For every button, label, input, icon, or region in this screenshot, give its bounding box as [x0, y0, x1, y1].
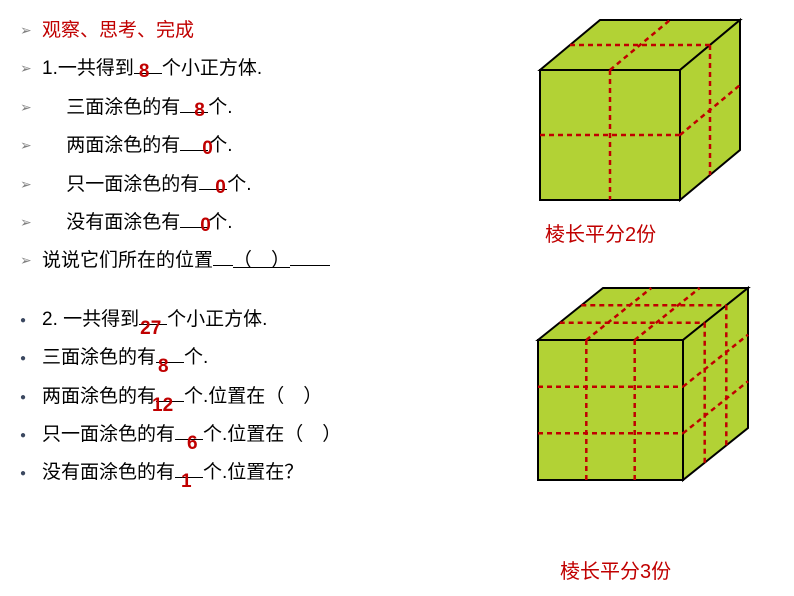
s1-l1-b: 个小正方体.: [162, 58, 262, 79]
bullet-round: ●: [20, 313, 42, 329]
blank: 0: [199, 171, 227, 190]
bullet-tri: ➢: [20, 96, 42, 118]
s1-l5: ➢ 没有面涂色有0个.: [20, 208, 470, 238]
s2-l1: ● 2. 一共得到27个小正方体.: [20, 305, 470, 335]
ans: 6: [187, 429, 198, 459]
bullet-tri: ➢: [20, 19, 42, 41]
ans: 27: [140, 314, 161, 344]
s1-l4-a: 只一面涂色的有: [42, 174, 199, 195]
bullet-round: ●: [20, 466, 42, 482]
blank: 6: [175, 421, 203, 440]
caption-2: 棱长平分3份: [560, 555, 671, 584]
s2-l1-a: 2. 一共得到: [42, 309, 139, 330]
paren: （ ）: [233, 250, 290, 271]
s1-l6: ➢ 说说它们所在的位置 （ ）: [20, 246, 470, 276]
blank: 8: [134, 55, 162, 74]
s1-l1-a: 1.一共得到: [42, 58, 134, 79]
s2-l5: ● 没有面涂色的有1个.位置在？: [20, 458, 470, 488]
bullet-round: ●: [20, 390, 42, 406]
blank: 8: [180, 94, 208, 113]
s2-l2-b: 个.: [184, 347, 208, 368]
s2-l4-b: 个.位置在（ ）: [203, 424, 341, 445]
s1-l5-a: 没有面涂色有: [42, 212, 180, 233]
s1-l2-b: 个.: [208, 97, 232, 118]
ans: 1: [181, 467, 192, 497]
title-line: ➢ 观察、思考、完成: [20, 16, 470, 46]
s2-l5-b: 个.位置在？: [203, 462, 303, 483]
s1-l3-a: 两面涂色的有: [42, 135, 180, 156]
s1-l2: ➢ 三面涂色的有8个.: [20, 93, 470, 123]
s2-l4: ● 只一面涂色的有6个.位置在（ ）: [20, 420, 470, 450]
caption-1: 棱长平分2份: [545, 218, 656, 247]
blank: 0: [180, 132, 208, 151]
s2-l3-a: 两面涂色的有: [42, 386, 156, 407]
blank: [213, 247, 233, 266]
bullet-round: ●: [20, 428, 42, 444]
bullet-tri: ➢: [20, 249, 42, 271]
bullet-tri: ➢: [20, 57, 42, 79]
ans: 8: [158, 352, 169, 382]
ans: 12: [152, 391, 173, 421]
s2-l3-b: 个.位置在（ ）: [184, 386, 322, 407]
s2-l5-a: 没有面涂色的有: [42, 462, 175, 483]
s2-l1-b: 个小正方体.: [167, 309, 267, 330]
bullet-tri: ➢: [20, 211, 42, 233]
ans: 0: [200, 211, 211, 241]
s1-l2-a: 三面涂色的有: [42, 97, 180, 118]
blank: 0: [180, 209, 208, 228]
cube-3x3: [508, 280, 758, 495]
bullet-tri: ➢: [20, 173, 42, 195]
ans: 8: [139, 57, 150, 87]
s1-l1: ➢ 1.一共得到8个小正方体.: [20, 54, 470, 84]
blank: 8: [156, 344, 184, 363]
title: 观察、思考、完成: [42, 16, 194, 46]
blank: [290, 247, 330, 266]
ans: 0: [202, 134, 213, 164]
bullet-round: ●: [20, 351, 42, 367]
s2-l2-a: 三面涂色的有: [42, 347, 156, 368]
ans: 8: [194, 96, 205, 126]
bullet-tri: ➢: [20, 134, 42, 156]
s1-l4-b: 个.: [227, 174, 251, 195]
ans: 0: [215, 173, 226, 203]
s2-l2: ● 三面涂色的有8个.: [20, 343, 470, 373]
blank: 12: [156, 383, 184, 402]
s1-l5-b: 个.: [208, 212, 232, 233]
s1-l3: ➢ 两面涂色的有0个.: [20, 131, 470, 161]
s2-l3: ● 两面涂色的有12个.位置在（ ）: [20, 382, 470, 412]
blank: 1: [175, 459, 203, 478]
cube-2x2: [510, 10, 750, 215]
blank: 27: [139, 306, 167, 325]
s2-l4-a: 只一面涂色的有: [42, 424, 175, 445]
s1-l6-a: 说说它们所在的位置: [42, 250, 213, 271]
s1-l4: ➢ 只一面涂色的有0个.: [20, 170, 470, 200]
